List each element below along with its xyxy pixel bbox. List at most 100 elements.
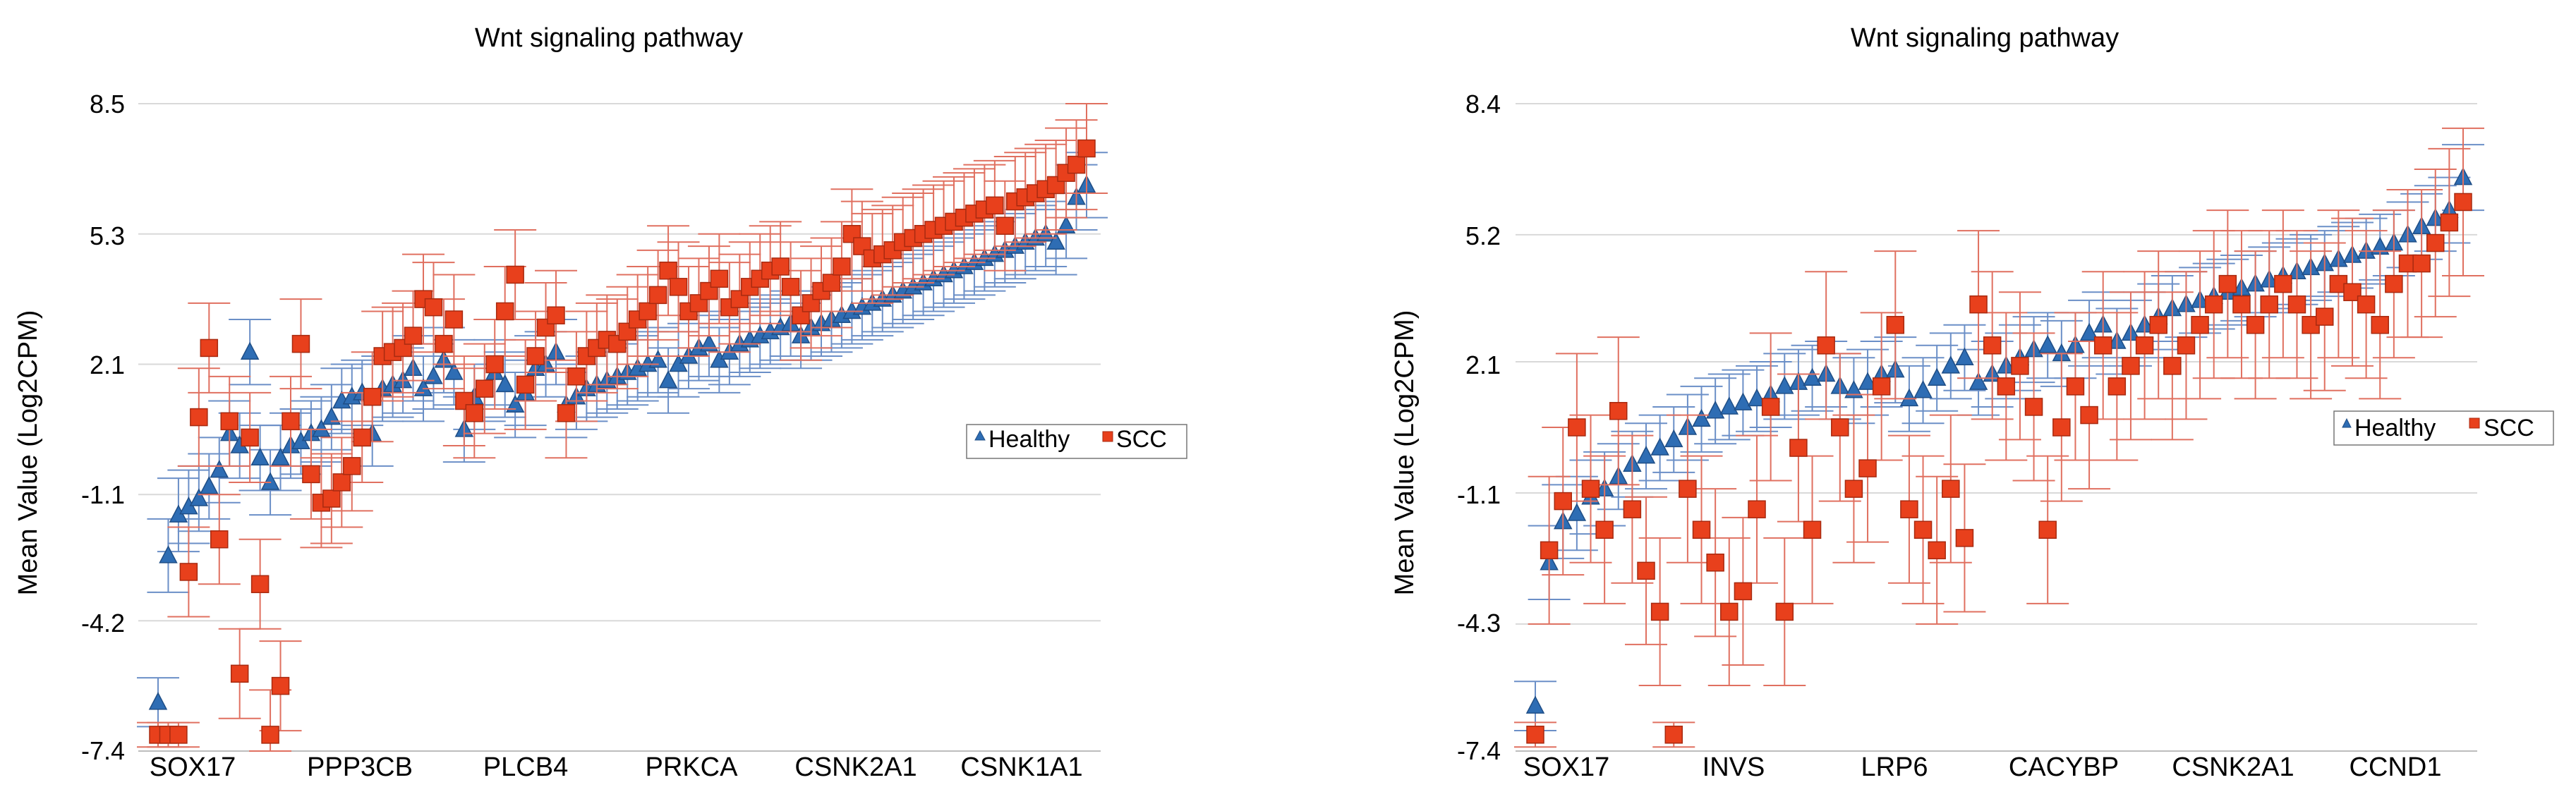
healthy-point <box>200 476 219 494</box>
scc-point <box>230 664 249 683</box>
scc-point <box>771 257 790 276</box>
scc-point <box>1568 418 1586 437</box>
healthy-point <box>260 472 280 490</box>
y-tick-label: -7.4 <box>81 736 125 765</box>
healthy-point <box>1046 231 1065 250</box>
healthy-point <box>322 406 341 425</box>
scc-point <box>476 379 494 398</box>
scc-point <box>2371 315 2389 334</box>
x-tick-label: SOX17 <box>150 752 236 782</box>
scc-point <box>1955 529 1974 547</box>
scc-point <box>842 225 861 243</box>
scc-point <box>2191 315 2209 334</box>
scc-point <box>2274 274 2292 293</box>
scc-point <box>2260 295 2278 314</box>
healthy-point <box>159 545 178 563</box>
legend: Healthy SCC <box>966 424 1187 459</box>
scc-point <box>1803 520 1822 539</box>
scc-point <box>526 347 545 365</box>
x-tick-label: CSNK2A1 <box>794 752 917 782</box>
chart-title: Wnt signaling pathway <box>475 23 743 53</box>
healthy-point <box>189 488 209 506</box>
scc-point <box>241 428 259 447</box>
legend-healthy-label: Healthy <box>2354 415 2436 441</box>
scc-point <box>250 575 270 594</box>
scc-point <box>2454 193 2472 212</box>
healthy-point <box>1844 380 1863 398</box>
y-axis-label: Mean Value (Log2CPM) <box>1390 310 1420 596</box>
scc-point <box>1609 402 1628 420</box>
scc-point <box>2204 295 2223 314</box>
healthy-point <box>1927 367 1947 386</box>
scc-point <box>2135 336 2154 355</box>
scc-point <box>2011 357 2029 375</box>
scc-point <box>2066 377 2085 396</box>
healthy-point <box>312 419 331 437</box>
scc-point <box>2080 406 2098 425</box>
scc-point <box>404 327 423 345</box>
scc-point <box>179 563 198 581</box>
scc-point <box>1540 541 1559 560</box>
scc-point <box>2163 357 2182 375</box>
scc-point <box>1969 295 1988 314</box>
y-tick-label: 8.5 <box>90 90 125 118</box>
legend-box <box>2333 410 2554 446</box>
scc-point <box>1581 480 1600 498</box>
scc-point <box>2024 398 2043 416</box>
scc-point <box>282 412 300 431</box>
scc-point <box>424 298 443 317</box>
healthy-point <box>1664 429 1683 448</box>
scc-point <box>1679 480 1697 498</box>
data-points <box>1514 127 2484 748</box>
scc-point <box>516 375 535 394</box>
scc-point <box>2315 307 2334 326</box>
scc-point <box>506 265 524 284</box>
scc-point <box>1858 459 1877 477</box>
scc-point <box>2149 315 2167 334</box>
healthy-point <box>1803 367 1822 386</box>
scc-point <box>2246 315 2265 334</box>
scc-point <box>332 473 351 492</box>
scc-point <box>689 294 708 312</box>
legend-healthy-label: Healthy <box>988 426 1070 453</box>
scc-point <box>1831 418 1849 437</box>
scc-point <box>271 676 290 695</box>
scc-point <box>1748 500 1766 518</box>
x-tick-label: SOX17 <box>1523 752 1610 782</box>
legend: Healthy SCC <box>2333 410 2554 446</box>
healthy-point <box>1858 372 1877 390</box>
scc-point <box>210 530 229 549</box>
scc-point <box>567 367 586 386</box>
scc-point <box>1886 315 1905 334</box>
healthy-point <box>445 362 464 380</box>
healthy-point <box>424 366 443 384</box>
chart-right: Wnt signaling pathway Mean Value (Log2CP… <box>1390 23 2554 782</box>
scc-point <box>485 355 504 374</box>
healthy-point <box>505 394 525 413</box>
healthy-point <box>1719 396 1739 415</box>
healthy-point <box>699 334 719 352</box>
scc-point <box>1844 480 1863 498</box>
scc-point <box>445 310 464 329</box>
scc-point <box>465 404 484 422</box>
healthy-point <box>413 378 433 396</box>
scc-point <box>1650 602 1669 621</box>
healthy-point <box>495 374 514 393</box>
scc-point <box>2122 357 2140 375</box>
healthy-point <box>1567 503 1587 521</box>
x-tick-label: PPP3CB <box>307 752 413 782</box>
scc-point <box>1554 492 1573 511</box>
healthy-point <box>271 447 290 466</box>
scc-point <box>986 196 1004 215</box>
healthy-point <box>1734 392 1753 410</box>
scc-point <box>2177 336 2196 355</box>
healthy-point <box>210 460 229 478</box>
scc-point <box>730 290 749 308</box>
scc-point <box>1720 602 1739 621</box>
legend-healthy-marker <box>974 429 986 441</box>
scc-point <box>261 726 279 744</box>
scc-point <box>2287 295 2306 314</box>
data-points <box>137 103 1108 752</box>
y-tick-label: 2.1 <box>1465 350 1501 379</box>
scc-point <box>1761 398 1780 416</box>
